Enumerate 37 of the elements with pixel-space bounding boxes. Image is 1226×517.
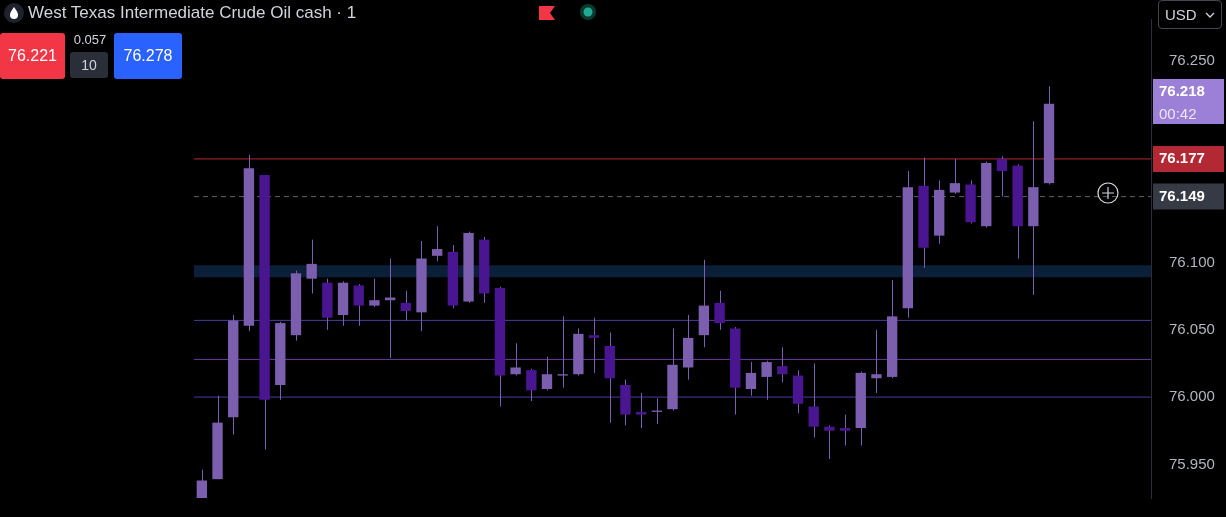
text: 76.218 [1153,79,1224,102]
candlestick [824,424,835,460]
y-tick-label: 76.000 [1169,387,1215,405]
candlestick [510,342,521,377]
y-tick-label: 76.050 [1169,319,1215,337]
candlestick [949,158,961,195]
candlestick [400,290,411,321]
y-tick-label: 75.950 [1169,454,1215,472]
text: 0.057 [72,30,108,49]
candlestick [808,362,819,438]
candlestick [871,329,882,394]
text: 76.278 [114,33,182,79]
candlestick [432,225,443,262]
text: USD [1158,0,1222,29]
candlestick [557,315,568,389]
ref-line-label: 76.149 [1159,186,1205,204]
candlestick [839,414,851,447]
chart-title: West Texas Intermediate Crude Oil cash · 1 [28,3,357,23]
candlestick [306,239,317,294]
candlestick [369,278,380,308]
candlestick [353,283,364,327]
candlestick [761,360,772,401]
candlestick [996,155,1008,198]
text: 10 [70,52,108,78]
y-tick-label: 76.100 [1169,252,1215,270]
candlestick [588,317,600,374]
ref-line-label: 76.177 [1159,149,1205,167]
candlestick [777,346,788,383]
candlestick [196,469,208,499]
candlestick [745,361,757,397]
candlestick [541,356,553,391]
candlestick [635,392,647,429]
text: 00:42 [1153,102,1224,124]
text: 76.221 [0,33,65,79]
candlestick [714,290,725,331]
y-tick-label: 76.250 [1169,50,1215,68]
candlestick [526,368,537,402]
